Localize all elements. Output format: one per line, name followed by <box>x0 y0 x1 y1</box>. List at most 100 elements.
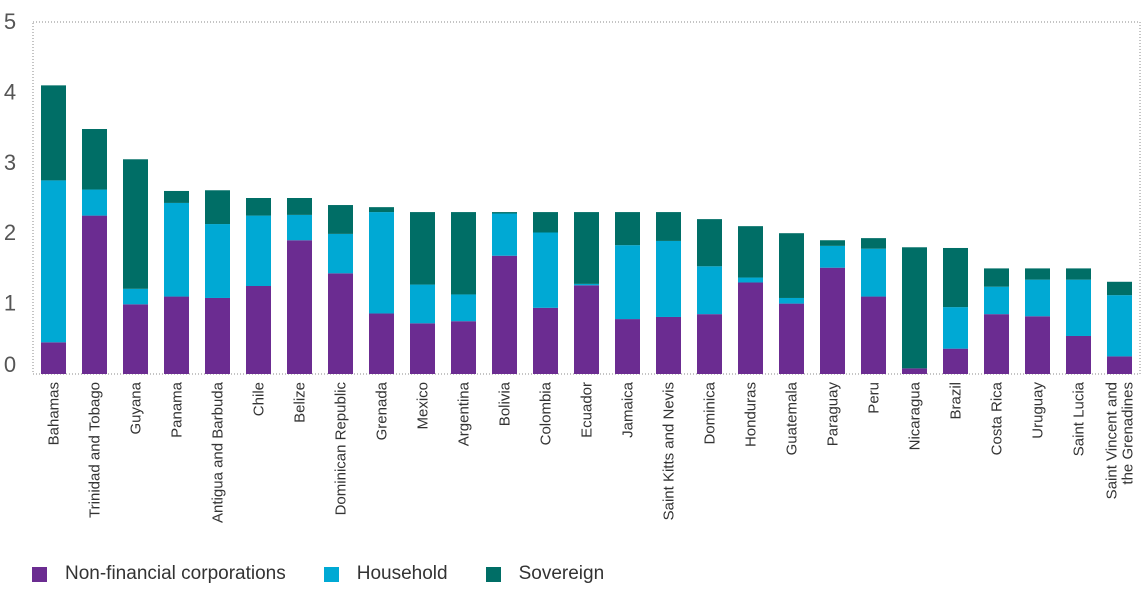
x-tick-label-line: Dominica <box>702 381 719 444</box>
bar-honduras-non-financial-corporations <box>738 282 763 374</box>
x-tick-label-ecuador: Ecuador <box>579 382 596 438</box>
x-tick-label-line: Mexico <box>415 382 432 430</box>
bar-brazil-non-financial-corporations <box>943 348 968 374</box>
x-tick-label-argentina: Argentina <box>456 381 473 446</box>
x-tick-label-line: Honduras <box>743 382 760 447</box>
x-tick-label-line: Peru <box>866 382 883 414</box>
bar-colombia-sovereign <box>533 212 558 233</box>
bar-uruguay-non-financial-corporations <box>1025 316 1050 374</box>
bar-saint-vincent-and-the-grenadines-household <box>1107 295 1132 357</box>
bar-belize-sovereign <box>287 198 312 215</box>
x-tick-label-jamaica: Jamaica <box>620 381 637 438</box>
x-tick-label-uruguay: Uruguay <box>1030 382 1047 439</box>
bar-trinidad-and-tobago-household <box>82 189 107 216</box>
x-tick-label-line: Nicaragua <box>907 381 924 450</box>
bar-peru-household <box>861 248 886 297</box>
x-tick-label-line: Paraguay <box>825 382 842 447</box>
bar-dominican-republic-sovereign <box>328 205 353 234</box>
bar-mexico-sovereign <box>410 212 435 285</box>
bar-panama-sovereign <box>164 190 189 203</box>
bar-dominica-household <box>697 266 722 315</box>
x-tick-label-line: Saint Kitts and Nevis <box>661 382 678 520</box>
x-tick-label-antigua-and-barbuda: Antigua and Barbuda <box>210 381 227 523</box>
x-tick-label-saint-kitts-and-nevis: Saint Kitts and Nevis <box>661 382 678 520</box>
x-tick-label-line: Colombia <box>538 381 555 445</box>
bar-guyana-sovereign <box>123 159 148 289</box>
bar-nicaragua-sovereign <box>902 247 927 369</box>
bar-ecuador-sovereign <box>574 212 599 284</box>
x-tick-label-peru: Peru <box>866 382 883 414</box>
legend-label-household: Household <box>356 563 448 584</box>
legend-item-sovereign: Sovereign <box>485 563 605 585</box>
y-tick-label-1: 1 <box>4 291 16 316</box>
x-tick-label-line: Dominican Republic <box>333 382 350 516</box>
x-tick-label-line: Panama <box>169 381 186 438</box>
bar-saint-vincent-and-the-grenadines-sovereign <box>1107 281 1132 296</box>
x-tick-label-line: Bahamas <box>46 382 63 445</box>
bar-honduras-sovereign <box>738 226 763 278</box>
x-tick-label-colombia: Colombia <box>538 381 555 445</box>
bar-peru-sovereign <box>861 238 886 249</box>
legend-label-non-financial-corporations: Non-financial corporations <box>65 563 286 584</box>
bar-panama-household <box>164 202 189 297</box>
bar-saint-kitts-and-nevis-household <box>656 240 681 317</box>
bar-bahamas-sovereign <box>41 85 66 181</box>
bar-argentina-non-financial-corporations <box>451 321 476 374</box>
x-tick-label-bahamas: Bahamas <box>46 382 63 445</box>
x-tick-label-panama: Panama <box>169 381 186 438</box>
bar-bolivia-non-financial-corporations <box>492 255 517 374</box>
bar-bolivia-sovereign <box>492 212 517 214</box>
bar-argentina-household <box>451 294 476 322</box>
chart-legend: Non-financial corporations Household Sov… <box>32 563 642 585</box>
legend-item-non-financial-corporations: Non-financial corporations <box>32 563 286 585</box>
x-tick-label-saint-lucia: Saint Lucia <box>1071 381 1088 456</box>
bar-argentina-sovereign <box>451 212 476 295</box>
bar-trinidad-and-tobago-sovereign <box>82 129 107 190</box>
bar-uruguay-household <box>1025 279 1050 317</box>
x-tick-label-bolivia: Bolivia <box>497 381 514 426</box>
x-tick-label-line: Jamaica <box>620 381 637 438</box>
y-tick-label-2: 2 <box>4 220 16 245</box>
y-tick-label-4: 4 <box>4 79 16 104</box>
x-tick-label-line: Chile <box>251 382 268 416</box>
x-tick-label-line: Belize <box>292 382 309 423</box>
x-tick-label-line: Trinidad and Tobago <box>87 382 104 518</box>
bar-grenada-sovereign <box>369 207 394 213</box>
x-tick-label-line: Antigua and Barbuda <box>210 381 227 523</box>
bar-ecuador-household <box>574 283 599 286</box>
bar-bahamas-non-financial-corporations <box>41 342 66 374</box>
bar-brazil-sovereign <box>943 247 968 308</box>
x-tick-label-line: Grenada <box>374 381 391 440</box>
bar-guatemala-sovereign <box>779 233 804 298</box>
bar-mexico-non-financial-corporations <box>410 323 435 374</box>
legend-swatch-non-financial-corporations <box>32 566 47 582</box>
chart-plot: 0 1 2 3 4 5 Bahamas Trinidad and Tobago Guyana Pa… <box>4 9 1141 523</box>
bar-trinidad-and-tobago-non-financial-corporations <box>82 215 107 374</box>
x-tick-label-line: Guyana <box>128 381 145 434</box>
bar-guatemala-non-financial-corporations <box>779 303 804 374</box>
bar-costa-rica-non-financial-corporations <box>984 314 1009 374</box>
y-tick-label-5: 5 <box>4 9 16 34</box>
bar-chile-non-financial-corporations <box>246 286 271 374</box>
bar-saint-vincent-and-the-grenadines-non-financial-corporations <box>1107 356 1132 374</box>
y-tick-label-3: 3 <box>4 150 16 175</box>
bar-dominican-republic-non-financial-corporations <box>328 273 353 374</box>
bar-uruguay-sovereign <box>1025 268 1050 280</box>
legend-label-sovereign: Sovereign <box>518 563 605 584</box>
x-tick-label-line: Costa Rica <box>989 381 1006 455</box>
bar-jamaica-household <box>615 245 640 320</box>
bar-belize-non-financial-corporations <box>287 240 312 374</box>
bar-panama-non-financial-corporations <box>164 296 189 374</box>
bar-saint-kitts-and-nevis-sovereign <box>656 212 681 241</box>
bar-peru-non-financial-corporations <box>861 296 886 374</box>
x-tick-label-line: Ecuador <box>579 382 596 438</box>
bar-costa-rica-sovereign <box>984 268 1009 287</box>
bar-honduras-household <box>738 277 763 283</box>
x-tick-label-line: Guatemala <box>784 381 801 455</box>
plot-frame <box>32 21 1141 375</box>
bar-nicaragua-non-financial-corporations <box>902 368 927 374</box>
bar-paraguay-non-financial-corporations <box>820 267 845 374</box>
x-tick-label-line: Saint Vincent and <box>1104 382 1121 499</box>
bar-belize-household <box>287 214 312 241</box>
x-tick-label-nicaragua: Nicaragua <box>907 381 924 450</box>
